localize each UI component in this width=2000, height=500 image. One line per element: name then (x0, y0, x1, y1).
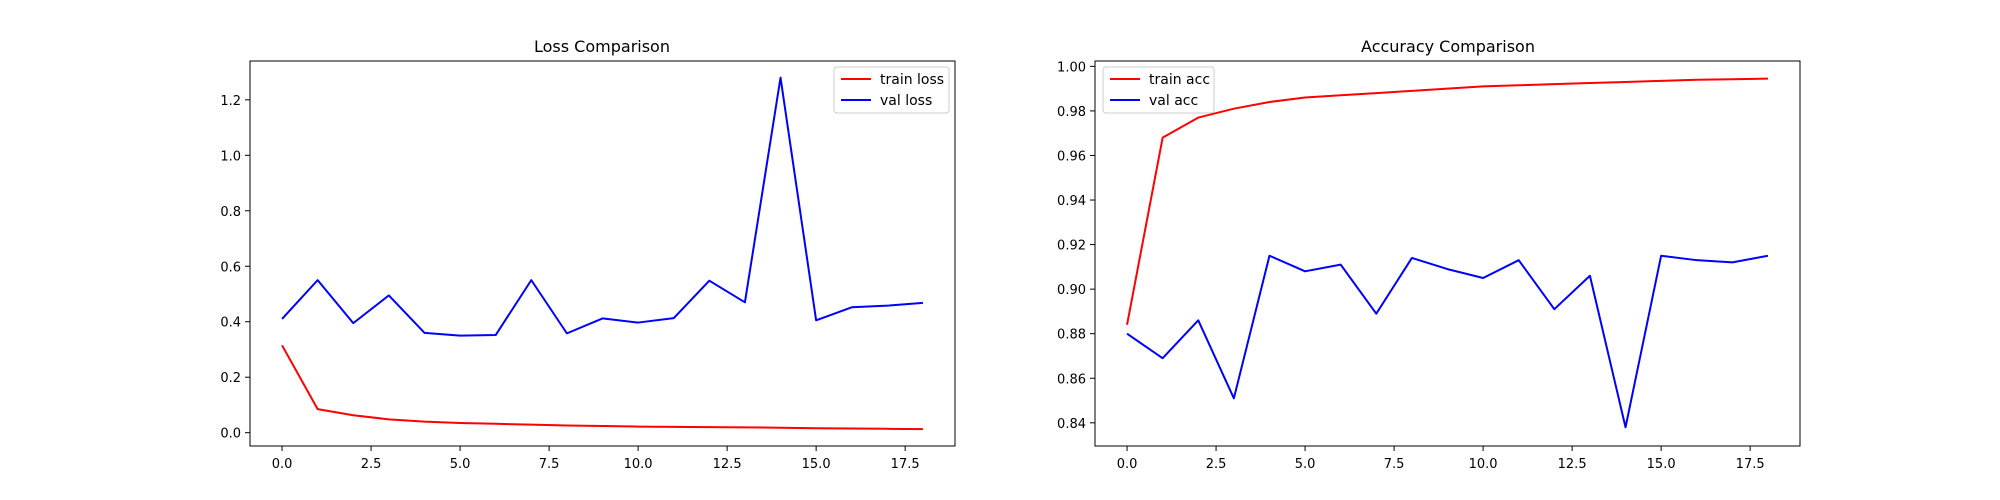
loss-ytick-label: 0.6 (220, 260, 241, 275)
loss-xtick-label: 17.5 (891, 457, 920, 472)
loss-xtick-label: 10.0 (624, 457, 653, 472)
loss-xtick-label: 7.5 (539, 457, 560, 472)
acc-axes-frame (1094, 60, 1801, 447)
acc-series-line-val-acc (1126, 254, 1769, 429)
acc-xtick-label: 17.5 (1736, 457, 1765, 472)
accuracy-chart-title: Accuracy Comparison (1361, 37, 1535, 56)
loss-ytick-label: 0.2 (220, 371, 241, 386)
loss-ytick-label: 0.4 (220, 316, 241, 331)
loss-xtick-label: 5.0 (450, 457, 471, 472)
legend-label-val-loss: val loss (880, 93, 932, 109)
acc-xtick-label: 2.5 (1206, 457, 1227, 472)
acc-xtick-label: 15.0 (1647, 457, 1676, 472)
loss-xtick-label: 0.0 (272, 457, 293, 472)
acc-xtick-label: 5.0 (1295, 457, 1316, 472)
loss-plot-area: 0.0 2.5 5.0 7.5 10.0 12.5 15.0 17.5 0.0 0.2 0.4 0.6… (220, 60, 956, 472)
acc-ytick-label: 0.92 (1057, 239, 1086, 254)
accuracy-legend: train acc val acc (1102, 66, 1215, 114)
acc-series-line-train-acc (1126, 77, 1768, 325)
acc-ytick-label: 1.00 (1057, 60, 1086, 75)
loss-ytick-label: 0.8 (220, 205, 241, 220)
loss-xtick-label: 2.5 (361, 457, 382, 472)
loss-series-line-val-loss (281, 76, 924, 337)
acc-xtick-label: 12.5 (1558, 457, 1587, 472)
loss-xtick-label: 12.5 (713, 457, 742, 472)
loss-ytick-label: 1.2 (220, 94, 241, 109)
acc-ytick-label: 0.90 (1057, 283, 1086, 298)
acc-ytick-label: 0.88 (1057, 328, 1086, 343)
acc-ytick-label: 0.94 (1057, 194, 1086, 209)
loss-series-line-train-loss (281, 344, 923, 431)
loss-chart: Loss Comparison 0.0 2.5 5.0 7.5 10.0 12.5 15.0… (220, 37, 956, 472)
loss-legend: train loss val loss (833, 66, 950, 114)
acc-ytick-label: 0.98 (1057, 105, 1086, 120)
acc-xtick-label: 7.5 (1384, 457, 1405, 472)
legend-label-train-acc: train acc (1149, 72, 1210, 88)
acc-ytick-label: 0.84 (1057, 417, 1086, 432)
accuracy-plot-area: 0.0 2.5 5.0 7.5 10.0 12.5 15.0 17.5 0.84 0.86 0.88… (1057, 60, 1801, 472)
loss-chart-title: Loss Comparison (534, 37, 670, 56)
loss-xtick-label: 15.0 (802, 457, 831, 472)
acc-ytick-label: 0.86 (1057, 372, 1086, 387)
loss-ytick-label: 0.0 (220, 427, 241, 442)
legend-label-val-acc: val acc (1149, 93, 1198, 109)
acc-ytick-label: 0.96 (1057, 149, 1086, 164)
loss-ytick-label: 1.0 (220, 149, 241, 164)
acc-xtick-label: 10.0 (1469, 457, 1498, 472)
acc-xtick-label: 0.0 (1117, 457, 1138, 472)
loss-axes-frame (249, 60, 956, 447)
accuracy-chart: Accuracy Comparison 0.0 2.5 5.0 7.5 10.0 12.5… (1057, 37, 1801, 472)
legend-label-train-loss: train loss (880, 72, 944, 88)
